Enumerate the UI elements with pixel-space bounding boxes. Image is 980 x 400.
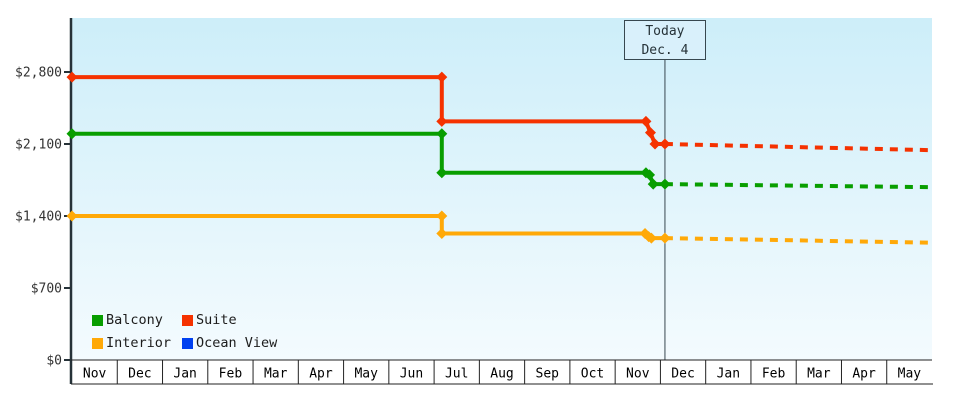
legend-item-suite: Suite: [182, 312, 277, 328]
x-axis-month-label: Apr: [309, 367, 333, 382]
legend-item-ocean-view: Ocean View: [182, 335, 277, 351]
x-axis-month-label: Jan: [717, 367, 740, 382]
y-axis-tick-label: $1,400: [15, 210, 62, 225]
y-axis-tick-label: $2,100: [15, 138, 62, 153]
x-axis-month-label: Nov: [626, 367, 650, 382]
legend-item-interior: Interior: [92, 335, 182, 351]
legend-label: Suite: [196, 312, 237, 328]
x-axis-month-label: Jun: [400, 367, 423, 382]
today-flag-line2: Dec. 4: [641, 43, 689, 58]
y-axis-tick-label: $2,800: [15, 66, 62, 81]
legend-label: Balcony: [106, 312, 163, 328]
legend-swatch: [182, 314, 193, 326]
x-axis-month-label: Oct: [581, 367, 604, 382]
price-point-marker: [436, 210, 448, 222]
price-point-marker: [66, 71, 78, 83]
price-point-marker: [66, 210, 78, 222]
legend-item-balcony: Balcony: [92, 312, 182, 328]
x-axis-month-label: May: [898, 367, 922, 382]
price-point-marker: [436, 167, 448, 179]
price-point-marker: [436, 71, 448, 83]
price-point-marker: [66, 128, 78, 140]
x-axis-month-label: Jul: [445, 367, 468, 382]
x-axis-month-label: May: [354, 367, 378, 382]
x-axis-month-label: Jan: [173, 367, 196, 382]
series-suite: [66, 71, 933, 153]
legend-label: Interior: [106, 335, 172, 351]
x-axis-month-label: Sep: [536, 367, 560, 382]
price-point-marker: [659, 232, 671, 244]
price-point-marker: [436, 115, 448, 127]
series-interior: [66, 210, 933, 245]
price-point-marker: [649, 138, 661, 150]
today-flag-line1: Today: [645, 24, 685, 39]
price-point-marker: [659, 178, 671, 190]
price-point-marker: [644, 169, 656, 181]
price-point-marker: [436, 128, 448, 140]
x-axis-month-label: Mar: [264, 367, 288, 382]
x-axis-month-label: Feb: [762, 367, 786, 382]
y-axis-tick-label: $700: [31, 282, 62, 297]
x-axis-month-label: Nov: [83, 367, 107, 382]
legend-swatch: [92, 337, 103, 349]
price-point-marker: [644, 127, 656, 139]
price-point-marker: [659, 138, 671, 150]
series-balcony: [66, 128, 933, 190]
x-axis-month-label: Feb: [219, 367, 243, 382]
price-point-marker: [640, 115, 652, 127]
legend-swatch: [182, 337, 193, 349]
legend-label: Ocean View: [196, 335, 278, 351]
today-flag: Today Dec. 4: [623, 20, 706, 60]
x-axis-month-label: Dec: [671, 367, 694, 382]
price-point-marker: [647, 178, 659, 190]
y-axis: $0 $700 $1,400 $2,100 $2,800: [15, 18, 73, 384]
price-point-marker: [645, 232, 657, 244]
x-axis-month-label: Dec: [128, 367, 151, 382]
x-axis: Nov Dec Jan Feb Mar Apr May Jun Jul Aug Sep Oct Nov D…: [71, 359, 933, 385]
legend: Balcony Suite Interior Ocean View: [92, 312, 277, 351]
legend-swatch: [92, 314, 103, 326]
price-point-marker: [436, 227, 448, 239]
plot-area: [72, 18, 932, 360]
x-axis-month-label: Aug: [490, 367, 513, 382]
y-axis-tick-label: $0: [46, 354, 62, 369]
x-axis-month-label: Apr: [852, 367, 876, 382]
x-axis-month-label: Mar: [807, 367, 831, 382]
